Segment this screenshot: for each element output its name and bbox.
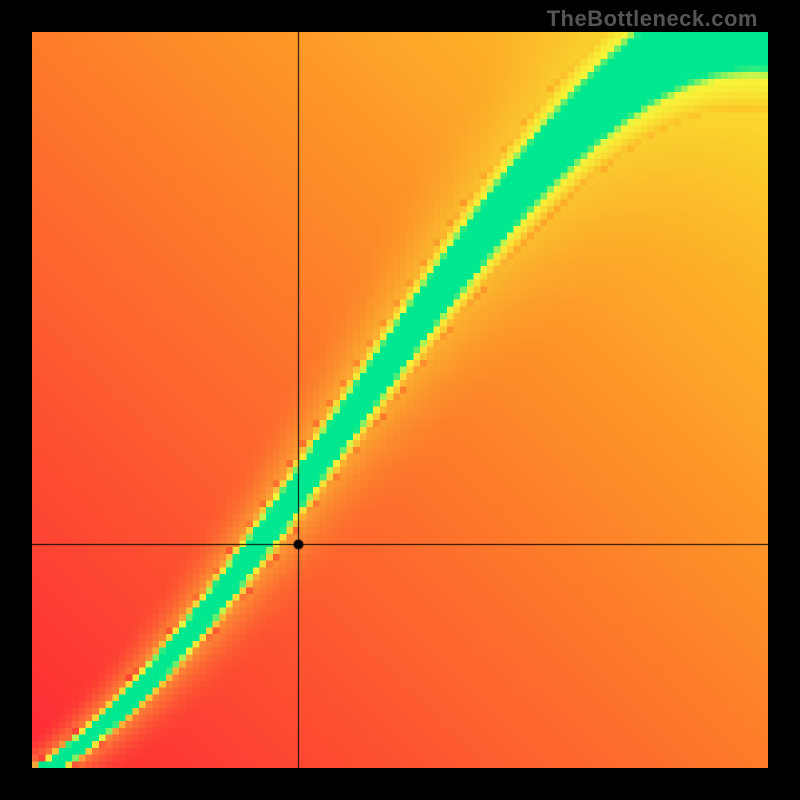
watermark-text: TheBottleneck.com	[547, 6, 758, 32]
crosshair-overlay	[32, 32, 768, 768]
figure-container: TheBottleneck.com	[0, 0, 800, 800]
